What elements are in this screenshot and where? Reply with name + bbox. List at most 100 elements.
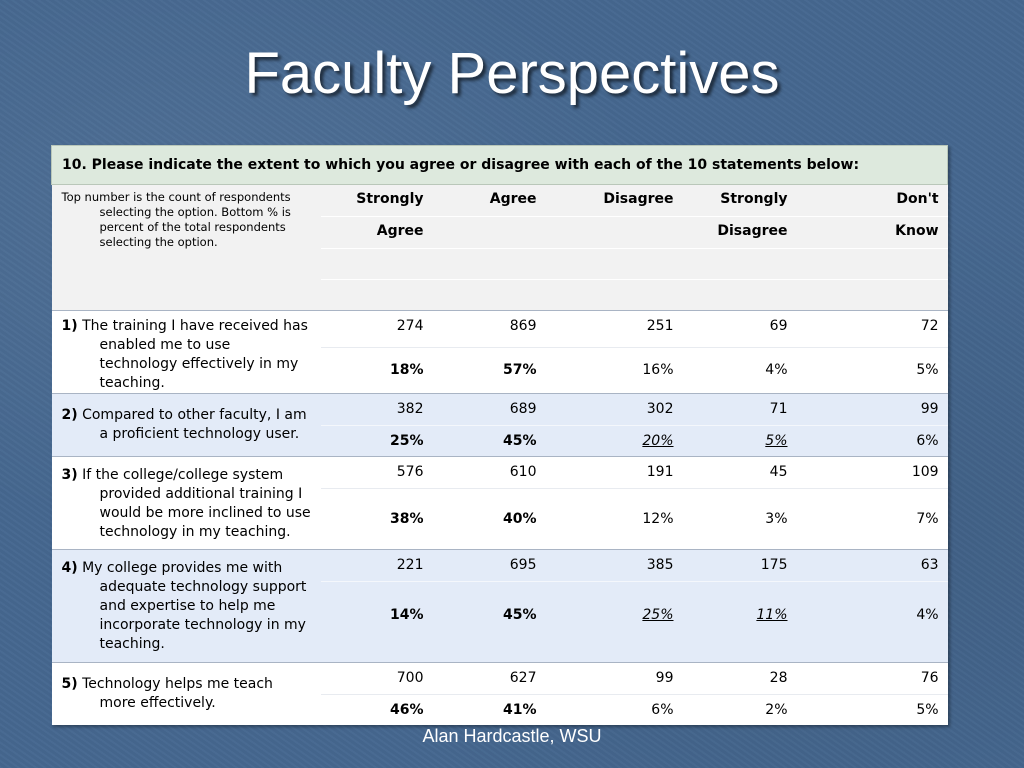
percent-cell: 46% xyxy=(320,694,433,725)
table-row: 3) If the college/college system provide… xyxy=(51,456,948,550)
col-header-strongly-disagree: Strongly xyxy=(682,184,797,217)
count-cell: 191 xyxy=(545,456,683,489)
statement-number: 1) xyxy=(61,318,78,334)
count-cell: 695 xyxy=(432,549,546,582)
count-cell: 175 xyxy=(682,549,797,582)
percent-cell: 45% xyxy=(432,581,546,663)
count-cell: 72 xyxy=(796,310,948,348)
table-row: 46% 41% 6% 2% 5% xyxy=(52,694,948,725)
table-note: Top number is the count of respondents s… xyxy=(51,184,321,311)
percent-cell: 4% xyxy=(682,347,797,394)
header-spacer xyxy=(432,248,546,280)
statement-text: If the college/college system provided a… xyxy=(82,467,311,540)
table-row: 18% 57% 16% 4% 5% xyxy=(52,347,948,394)
percent-cell: 5% xyxy=(796,347,948,394)
percent-cell: 5% xyxy=(682,425,797,457)
statement-number: 3) xyxy=(61,467,78,483)
header-spacer xyxy=(432,279,546,311)
table-row: 4) My college provides me with adequate … xyxy=(51,549,948,663)
col-header-dont-know: Don't xyxy=(796,184,948,217)
count-cell: 385 xyxy=(545,549,683,582)
count-cell: 99 xyxy=(796,393,948,426)
count-cell: 45 xyxy=(682,456,797,489)
count-cell: 28 xyxy=(682,662,797,695)
header-spacer xyxy=(682,248,797,280)
slide-title: Faculty Perspectives xyxy=(244,41,780,106)
percent-cell: 3% xyxy=(682,488,797,550)
col-header-agree-line2 xyxy=(432,216,546,249)
percent-cell: 7% xyxy=(796,488,948,550)
col-header-disagree: Disagree xyxy=(545,184,683,217)
count-cell: 221 xyxy=(320,549,433,582)
statement-cell: 5) Technology helps me teach more effect… xyxy=(51,662,321,725)
statement-cell: 4) My college provides me with adequate … xyxy=(51,549,321,663)
header-spacer xyxy=(320,248,433,280)
percent-cell: 41% xyxy=(432,694,546,725)
percent-cell: 25% xyxy=(545,581,683,663)
statement-number: 2) xyxy=(61,407,78,423)
percent-cell: 16% xyxy=(545,347,683,394)
count-cell: 700 xyxy=(320,662,433,695)
statement-cell: 3) If the college/college system provide… xyxy=(51,456,321,550)
percent-cell: 18% xyxy=(320,347,433,394)
percent-cell: 57% xyxy=(432,347,546,394)
percent-cell: 20% xyxy=(545,425,683,457)
percent-cell: 12% xyxy=(545,488,683,550)
header-spacer xyxy=(796,279,948,311)
header-spacer xyxy=(682,279,797,311)
percent-cell: 5% xyxy=(796,694,948,725)
header-spacer xyxy=(796,248,948,280)
percent-cell: 45% xyxy=(432,425,546,457)
col-header-dont-know-line2: Know xyxy=(796,216,948,249)
count-cell: 63 xyxy=(796,549,948,582)
statement-number: 5) xyxy=(61,676,78,692)
col-header-agree: Agree xyxy=(432,184,546,217)
table-row: 2) Compared to other faculty, I am a pro… xyxy=(51,393,948,457)
survey-table: 10. Please indicate the extent to which … xyxy=(50,145,949,725)
percent-cell: 14% xyxy=(320,581,433,663)
percent-cell: 40% xyxy=(432,488,546,550)
count-cell: 869 xyxy=(432,310,546,348)
statement-text: My college provides me with adequate tec… xyxy=(82,560,307,652)
note-text: Top number is the count of respondents s… xyxy=(61,190,291,249)
table-row: 5) Technology helps me teach more effect… xyxy=(51,662,948,725)
percent-cell: 2% xyxy=(682,694,797,725)
count-cell: 76 xyxy=(796,662,948,695)
col-header-strongly-disagree-line2: Disagree xyxy=(682,216,797,249)
table-row: 14% 45% 25% 11% 4% xyxy=(52,581,948,663)
count-cell: 610 xyxy=(432,456,546,489)
count-cell: 689 xyxy=(432,393,546,426)
percent-cell: 25% xyxy=(320,425,433,457)
percent-cell: 6% xyxy=(796,425,948,457)
statement-text: The training I have received has enabled… xyxy=(82,318,308,391)
slide-footer: Alan Hardcastle, WSU xyxy=(422,726,602,746)
col-header-strongly-agree-line2: Agree xyxy=(320,216,433,249)
header-spacer xyxy=(545,279,683,311)
count-cell: 627 xyxy=(432,662,546,695)
count-cell: 71 xyxy=(682,393,797,426)
statement-text: Compared to other faculty, I am a profic… xyxy=(82,407,307,442)
statement-number: 4) xyxy=(61,560,78,576)
table-row: 1) The training I have received has enab… xyxy=(51,310,948,394)
count-cell: 302 xyxy=(545,393,683,426)
percent-cell: 11% xyxy=(682,581,797,663)
count-cell: 69 xyxy=(682,310,797,348)
question-header: 10. Please indicate the extent to which … xyxy=(50,145,949,185)
col-header-strongly-agree: Strongly xyxy=(320,184,433,217)
count-cell: 274 xyxy=(320,310,433,348)
percent-cell: 38% xyxy=(320,488,433,550)
statement-cell: 2) Compared to other faculty, I am a pro… xyxy=(51,393,321,457)
percent-cell: 4% xyxy=(796,581,948,663)
statement-cell: 1) The training I have received has enab… xyxy=(51,310,321,394)
header-spacer xyxy=(320,279,433,311)
count-cell: 382 xyxy=(320,393,433,426)
count-cell: 109 xyxy=(796,456,948,489)
count-cell: 99 xyxy=(545,662,683,695)
statement-text: Technology helps me teach more effective… xyxy=(82,676,273,711)
header-spacer xyxy=(545,248,683,280)
count-cell: 251 xyxy=(545,310,683,348)
count-cell: 576 xyxy=(320,456,433,489)
table-row: 38% 40% 12% 3% 7% xyxy=(52,488,948,550)
percent-cell: 6% xyxy=(545,694,683,725)
col-header-disagree-line2 xyxy=(545,216,683,249)
